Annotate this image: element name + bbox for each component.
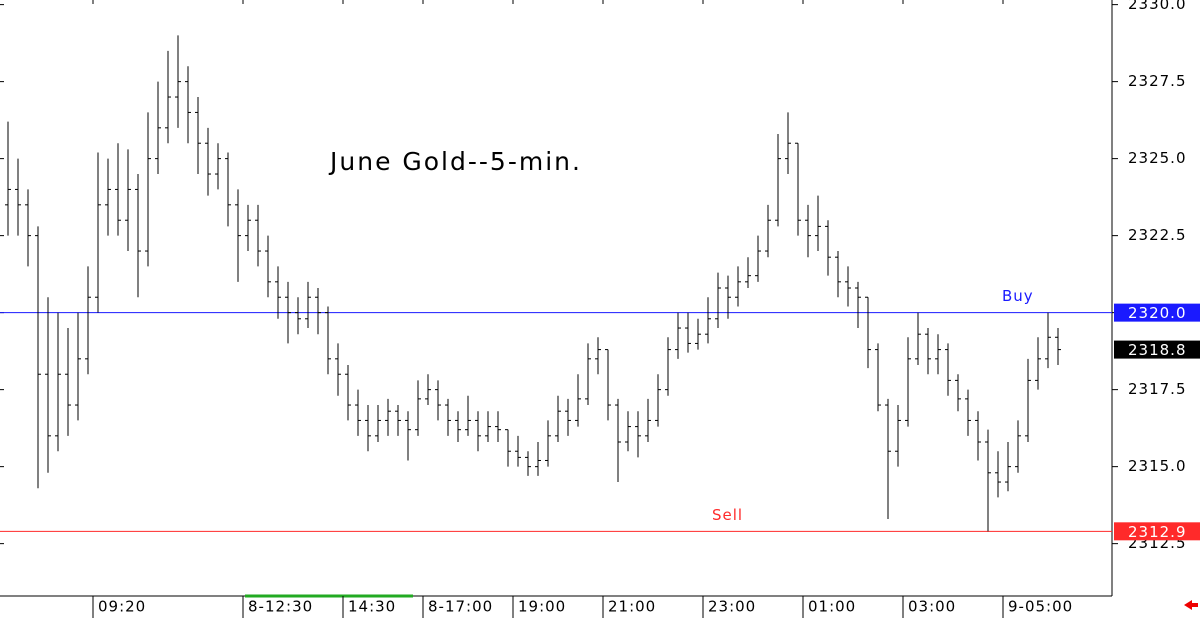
x-tick-label: 19:00	[518, 598, 566, 616]
x-tick-label: 23:00	[708, 598, 756, 616]
level-badge-label: 2312.9	[1128, 523, 1187, 541]
x-tick-label: 09:20	[98, 598, 146, 616]
level-badge	[1114, 522, 1200, 541]
y-tick-label: 2327.5	[1128, 72, 1187, 90]
level-name: Buy	[1002, 287, 1034, 305]
last-price-badge	[1114, 340, 1200, 359]
y-tick-label: 2322.5	[1128, 226, 1187, 244]
x-tick-label: 8-17:00	[428, 598, 493, 616]
scroll-arrow	[1184, 600, 1198, 610]
x-tick-label: 21:00	[608, 598, 656, 616]
x-tick-label: 14:30	[348, 598, 396, 616]
level-badge-label: 2320.0	[1128, 304, 1187, 322]
chart-title: June Gold--5-min.	[328, 147, 582, 176]
x-tick-label: 03:00	[908, 598, 956, 616]
y-tick-label: 2315.0	[1128, 457, 1187, 475]
level-name: Sell	[712, 506, 743, 524]
y-tick-label: 2330.0	[1128, 0, 1187, 13]
y-tick-label: 2325.0	[1128, 149, 1187, 167]
x-tick-label: 01:00	[808, 598, 856, 616]
x-tick-label: 9-05:00	[1008, 598, 1073, 616]
level-badge	[1114, 303, 1200, 322]
last-price-label: 2318.8	[1128, 341, 1187, 359]
x-tick-label: 8-12:30	[248, 598, 313, 616]
y-tick-label: 2317.5	[1128, 380, 1187, 398]
